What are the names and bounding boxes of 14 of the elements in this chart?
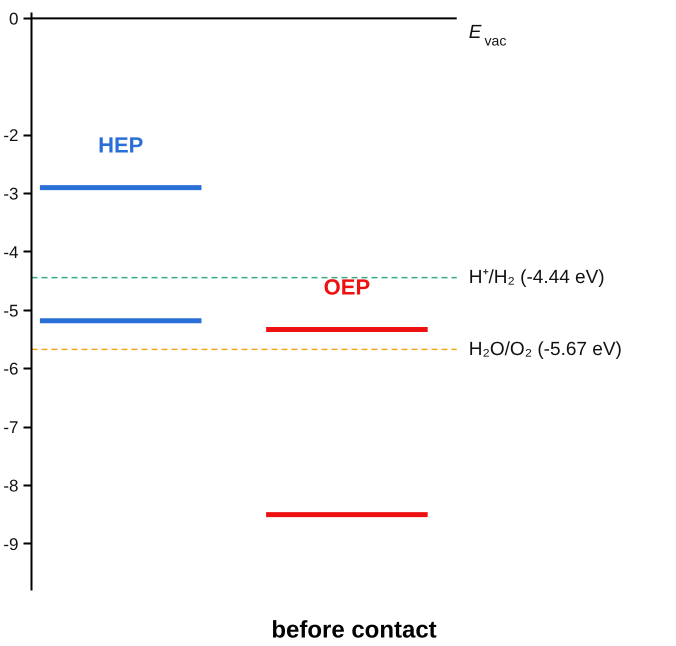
ref-line-label: H₂O/O₂ (-5.67 eV): [468, 338, 622, 360]
y-tick-label: 0: [9, 9, 19, 28]
y-tick-label: -5: [3, 301, 19, 320]
y-tick-label: -6: [3, 360, 19, 379]
x-axis-title: before contact: [271, 616, 437, 644]
y-tick-label: -4: [3, 242, 19, 262]
y-tick-label: -9: [3, 534, 19, 554]
series-label: OEP: [324, 274, 370, 300]
y-tick-label: -8: [3, 476, 19, 496]
y-tick-label: -7: [3, 418, 19, 438]
ref-line-label: H⁺/H₂ (-4.44 eV): [468, 267, 605, 288]
series-label: HEP: [98, 132, 144, 158]
y-tick-label: -3: [3, 184, 19, 204]
y-tick-label: -2: [3, 126, 19, 146]
